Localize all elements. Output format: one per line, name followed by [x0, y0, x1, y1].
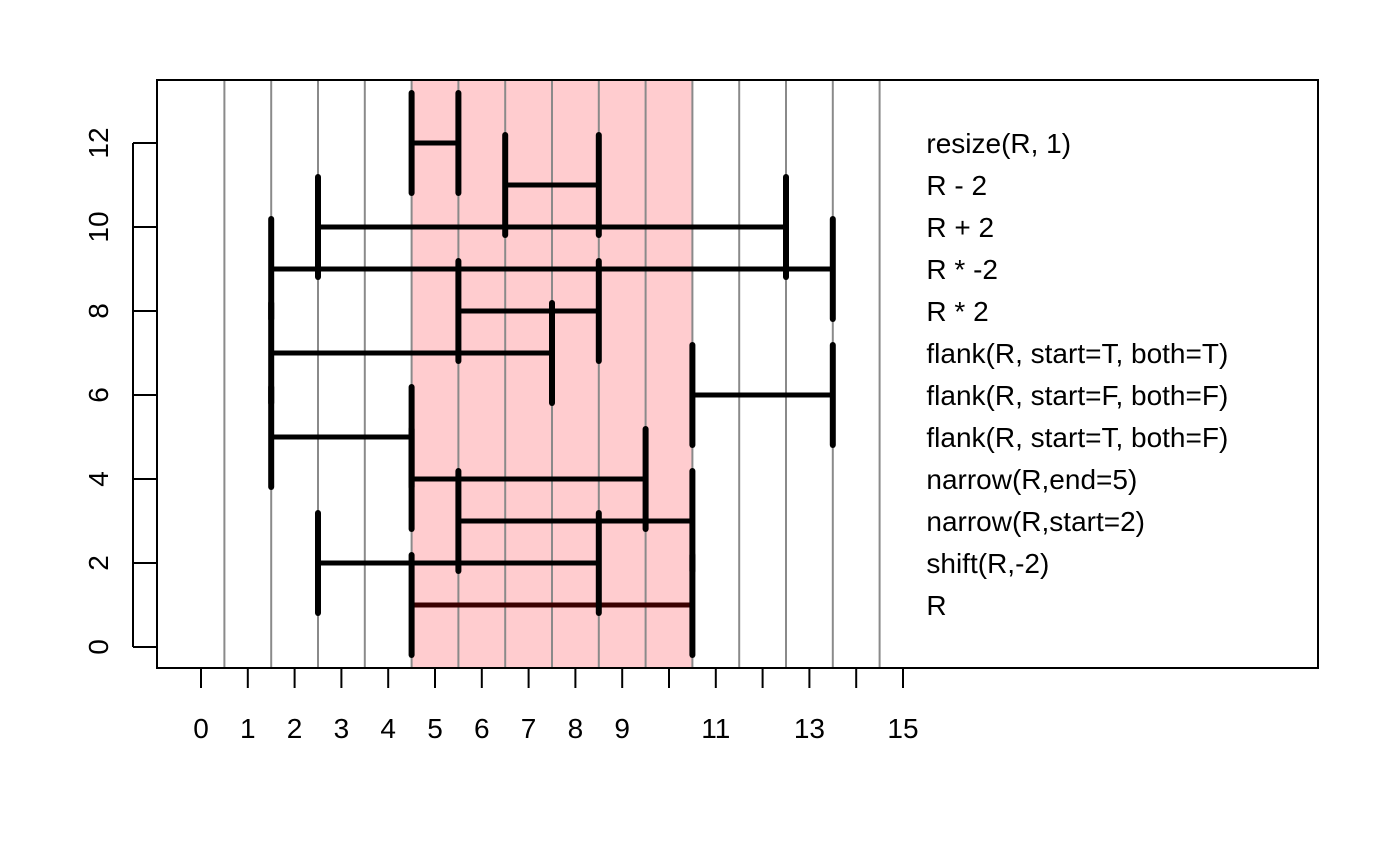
range-label: narrow(R,start=2) — [926, 506, 1145, 537]
range-label: narrow(R,end=5) — [926, 464, 1137, 495]
x-tick-label: 4 — [380, 713, 396, 744]
y-tick-label: 4 — [83, 471, 114, 487]
x-tick-label: 5 — [427, 713, 443, 744]
range-bar — [455, 258, 602, 364]
y-tick-label: 8 — [83, 303, 114, 319]
range-bar — [408, 90, 462, 196]
range-label: R * 2 — [926, 296, 988, 327]
y-tick-label: 10 — [83, 211, 114, 242]
x-tick-label: 3 — [334, 713, 350, 744]
range-label: R — [926, 590, 946, 621]
range-label: resize(R, 1) — [926, 128, 1071, 159]
range-label: R - 2 — [926, 170, 987, 201]
x-tick-label: 11 — [701, 713, 730, 744]
x-tick-label: 1 — [240, 713, 256, 744]
range-bar — [502, 132, 602, 238]
range-label: R * -2 — [926, 254, 998, 285]
x-tick-label: 7 — [521, 713, 537, 744]
x-tick-label: 2 — [287, 713, 303, 744]
range-bar — [689, 342, 836, 448]
x-tick-label: 8 — [568, 713, 584, 744]
range-label: flank(R, start=T, both=T) — [926, 338, 1228, 369]
x-tick-label: 9 — [614, 713, 630, 744]
range-bar — [315, 174, 789, 280]
y-tick-label: 6 — [83, 387, 114, 403]
x-tick-label: 13 — [794, 713, 825, 744]
range-label: shift(R,-2) — [926, 548, 1049, 579]
y-tick-label: 0 — [83, 639, 114, 655]
x-tick-label: 0 — [193, 713, 209, 744]
range-bar — [268, 216, 836, 322]
x-tick-label: 6 — [474, 713, 490, 744]
y-tick-label: 2 — [83, 555, 114, 571]
x-tick-label: 15 — [887, 713, 918, 744]
y-tick-label: 12 — [83, 127, 114, 158]
range-bar — [455, 468, 696, 574]
range-label: flank(R, start=T, both=F) — [926, 422, 1228, 453]
range-label: flank(R, start=F, both=F) — [926, 380, 1228, 411]
range-label: R + 2 — [926, 212, 994, 243]
